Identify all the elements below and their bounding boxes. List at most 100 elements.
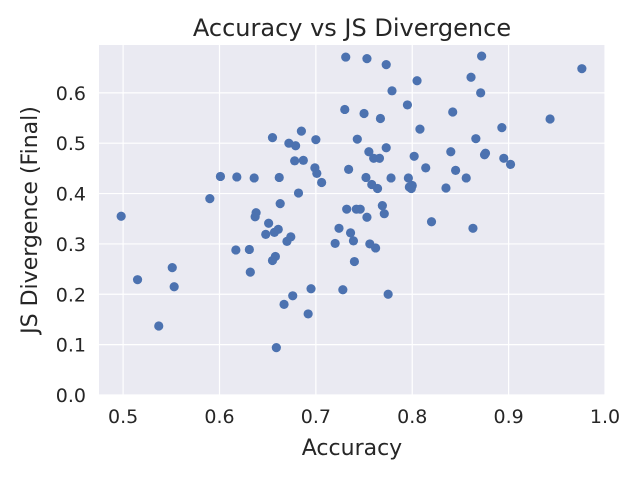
data-point bbox=[274, 172, 284, 183]
data-point bbox=[251, 208, 261, 218]
data-point bbox=[286, 232, 296, 242]
data-point bbox=[381, 60, 391, 70]
chart-title: Accuracy vs JS Divergence bbox=[193, 14, 511, 42]
data-point bbox=[275, 199, 285, 209]
data-point bbox=[387, 86, 397, 96]
data-point bbox=[374, 153, 385, 163]
data-point bbox=[167, 262, 177, 273]
y-tick-label: 0.2 bbox=[56, 284, 86, 306]
data-point bbox=[375, 113, 386, 124]
data-point bbox=[446, 147, 456, 157]
data-point bbox=[317, 177, 327, 188]
y-tick-label: 0.1 bbox=[56, 335, 86, 357]
data-point bbox=[293, 188, 304, 198]
data-point bbox=[480, 148, 491, 158]
data-point bbox=[273, 224, 283, 234]
x-axis-label: Accuracy bbox=[302, 436, 402, 461]
data-point bbox=[349, 256, 360, 267]
x-tick-label: 0.5 bbox=[108, 406, 138, 428]
data-point bbox=[303, 309, 313, 319]
data-point bbox=[386, 173, 396, 183]
data-point bbox=[461, 173, 471, 183]
plot-area bbox=[99, 45, 605, 395]
data-point bbox=[154, 321, 164, 331]
data-point bbox=[441, 183, 451, 193]
data-point bbox=[352, 134, 362, 144]
data-point bbox=[215, 171, 226, 182]
data-point bbox=[421, 163, 431, 173]
data-point bbox=[403, 173, 413, 183]
data-point bbox=[364, 147, 374, 157]
data-point bbox=[402, 100, 413, 110]
data-point bbox=[355, 204, 365, 214]
y-tick-label: 0.3 bbox=[56, 234, 86, 256]
data-point bbox=[499, 153, 509, 163]
data-point bbox=[372, 183, 383, 194]
data-point bbox=[477, 51, 487, 61]
data-point bbox=[205, 193, 215, 204]
grid bbox=[99, 45, 606, 396]
y-axis-label: JS Divergence (Final) bbox=[18, 106, 43, 336]
data-point bbox=[383, 289, 393, 299]
data-point bbox=[334, 223, 344, 233]
y-tick-label: 0.5 bbox=[56, 133, 86, 155]
data-point bbox=[348, 236, 359, 246]
data-point bbox=[379, 209, 389, 219]
data-points bbox=[116, 51, 587, 353]
data-point bbox=[412, 76, 422, 86]
data-point bbox=[497, 122, 507, 133]
data-point bbox=[271, 343, 281, 353]
tick-labels: 0.5 0.6 0.7 0.8 0.9 1.0 0.0 0.1 0.2 0.3 0.4 0.5 0.6 bbox=[56, 83, 620, 428]
data-point bbox=[244, 244, 254, 255]
data-point bbox=[471, 134, 481, 144]
data-point bbox=[344, 164, 354, 174]
data-point bbox=[381, 143, 391, 153]
data-point bbox=[231, 245, 241, 255]
x-tick-label: 0.9 bbox=[494, 406, 524, 428]
data-point bbox=[116, 211, 126, 221]
data-point bbox=[362, 53, 372, 64]
x-tick-label: 0.6 bbox=[204, 406, 234, 428]
data-point bbox=[312, 168, 322, 179]
data-point bbox=[249, 173, 259, 183]
data-point bbox=[342, 204, 352, 214]
data-point bbox=[290, 156, 300, 166]
x-tick-label: 1.0 bbox=[590, 406, 620, 428]
y-tick-label: 0.6 bbox=[56, 83, 86, 105]
data-point bbox=[359, 108, 369, 119]
data-point bbox=[267, 133, 278, 143]
y-tick-label: 0.4 bbox=[56, 184, 86, 206]
data-point bbox=[415, 124, 425, 134]
data-point bbox=[330, 238, 340, 249]
data-point bbox=[468, 223, 478, 233]
data-point bbox=[245, 267, 255, 277]
data-point bbox=[371, 243, 381, 253]
data-point bbox=[466, 72, 476, 82]
data-point bbox=[577, 64, 587, 74]
data-point bbox=[264, 218, 274, 228]
data-point bbox=[279, 299, 289, 309]
x-tick-label: 0.7 bbox=[301, 406, 331, 428]
data-point bbox=[306, 284, 316, 294]
data-point bbox=[291, 141, 301, 151]
data-point bbox=[169, 282, 179, 292]
data-point bbox=[232, 172, 242, 182]
data-point bbox=[476, 88, 486, 98]
data-point bbox=[545, 114, 555, 124]
data-point bbox=[296, 126, 306, 136]
data-point bbox=[409, 151, 419, 161]
y-tick-label: 0.0 bbox=[56, 385, 86, 407]
data-point bbox=[448, 107, 458, 117]
data-point bbox=[377, 201, 387, 211]
data-point bbox=[341, 52, 351, 62]
data-point bbox=[426, 217, 437, 227]
data-point bbox=[338, 285, 348, 295]
data-point bbox=[407, 180, 417, 191]
data-point bbox=[270, 251, 280, 262]
x-tick-label: 0.8 bbox=[397, 406, 427, 428]
data-point bbox=[451, 165, 461, 175]
data-point bbox=[311, 135, 321, 145]
data-point bbox=[362, 212, 372, 222]
data-point bbox=[261, 229, 271, 239]
